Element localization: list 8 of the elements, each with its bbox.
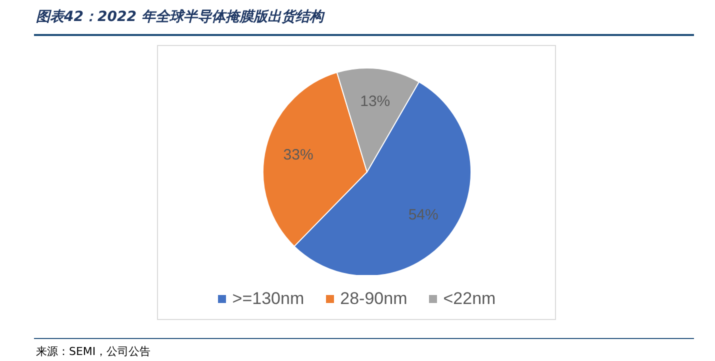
data-label: 13% — [360, 93, 390, 110]
chart-title: 图表42：2022 年全球半导体掩膜版出货结构 — [36, 8, 324, 26]
data-label: 54% — [408, 206, 438, 224]
source-note: 来源：SEMI，公司公告 — [36, 344, 151, 359]
data-label: 33% — [283, 146, 314, 164]
legend-label: 28-90nm — [340, 289, 408, 309]
legend-label: >=130nm — [232, 289, 304, 309]
legend-label: <22nm — [443, 289, 496, 309]
